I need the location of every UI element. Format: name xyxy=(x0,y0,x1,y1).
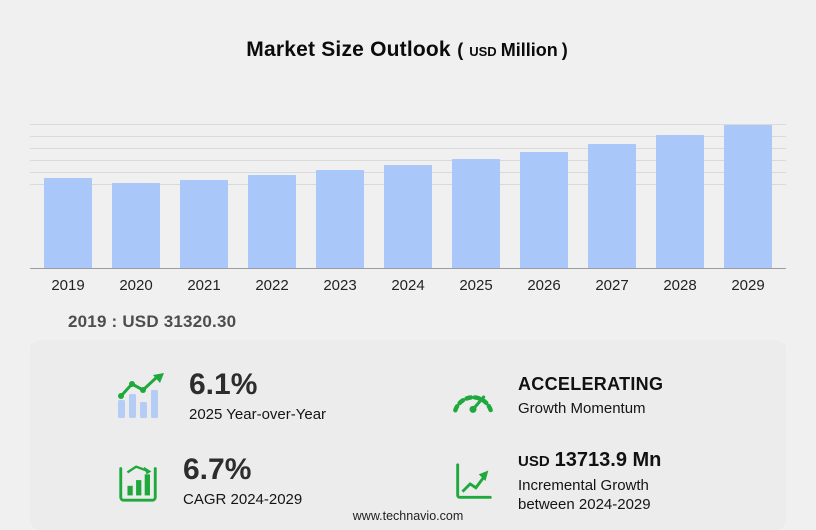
x-axis-label: 2021 xyxy=(187,277,221,294)
x-axis-label: 2023 xyxy=(323,277,357,294)
stat-momentum: ACCELERATING Growth Momentum xyxy=(408,354,786,439)
website-url: www.technavio.com xyxy=(352,509,464,523)
bar-2026 xyxy=(520,151,568,268)
gridline xyxy=(30,124,786,125)
market-size-bar-chart xyxy=(30,124,786,269)
base-year-value: 2019 : USD 31320.30 xyxy=(68,312,237,331)
x-axis-label: 2019 xyxy=(51,277,85,294)
stat-cagr: 6.7% CAGR 2024-2029 xyxy=(30,439,408,524)
x-axis-label: 2026 xyxy=(527,277,561,294)
incremental-value-currency: USD xyxy=(518,452,550,470)
gauge-icon xyxy=(450,381,496,413)
incremental-label: Incremental Growth between 2024-2029 xyxy=(518,476,651,514)
bar-2023 xyxy=(316,170,364,268)
bar-2027 xyxy=(588,143,636,268)
incremental-value: USD 13713.9 Mn xyxy=(518,449,693,472)
yoy-label: 2025 Year-over-Year xyxy=(189,405,327,423)
bar-2024 xyxy=(384,164,432,268)
x-axis-label: 2028 xyxy=(663,277,697,294)
momentum-value: ACCELERATING xyxy=(518,374,664,395)
incremental-chart-icon xyxy=(450,459,496,505)
incremental-value-amount: 13713.9 Mn xyxy=(554,448,662,471)
title-text: Market Size Outlook xyxy=(246,38,451,61)
stat-yoy: 6.1% 2025 Year-over-Year xyxy=(30,354,408,439)
bar-2019 xyxy=(44,177,92,268)
page-title: Market Size Outlook ( USD Million) xyxy=(0,0,816,62)
stats-panel: 6.1% 2025 Year-over-Year ACCELERATING Gr… xyxy=(30,340,786,530)
x-axis-label: 2029 xyxy=(731,277,765,294)
cagr-chart-icon xyxy=(115,459,161,505)
x-axis-label: 2025 xyxy=(459,277,493,294)
x-axis-label: 2024 xyxy=(391,277,425,294)
gridline xyxy=(30,148,786,149)
title-unit: Million xyxy=(500,40,558,60)
title-currency: USD xyxy=(469,44,497,59)
x-axis-label: 2022 xyxy=(255,277,289,294)
bars xyxy=(44,124,772,268)
x-axis-label: 2020 xyxy=(119,277,153,294)
bar-2021 xyxy=(180,179,228,268)
momentum-label: Growth Momentum xyxy=(518,400,646,418)
cagr-value: 6.7% xyxy=(183,453,252,486)
bar-2020 xyxy=(112,183,160,268)
bar-2029 xyxy=(724,125,772,268)
bar-2028 xyxy=(656,135,704,268)
title-paren: ) xyxy=(561,40,568,60)
title-paren: ( xyxy=(457,40,464,60)
gridline xyxy=(30,136,786,137)
stat-incremental: USD 13713.9 Mn Incremental Growth between… xyxy=(408,439,786,524)
x-axis-label: 2027 xyxy=(595,277,629,294)
x-axis-labels: 2019 2020 2021 2022 2023 2024 2025 2026 2027 2028… xyxy=(30,277,786,294)
yoy-value: 6.1% xyxy=(189,368,258,401)
gridline xyxy=(30,160,786,161)
bar-2022 xyxy=(248,174,296,268)
bar-2025 xyxy=(452,158,500,268)
bar-growth-icon xyxy=(115,372,167,421)
cagr-label: CAGR 2024-2029 xyxy=(183,490,303,508)
